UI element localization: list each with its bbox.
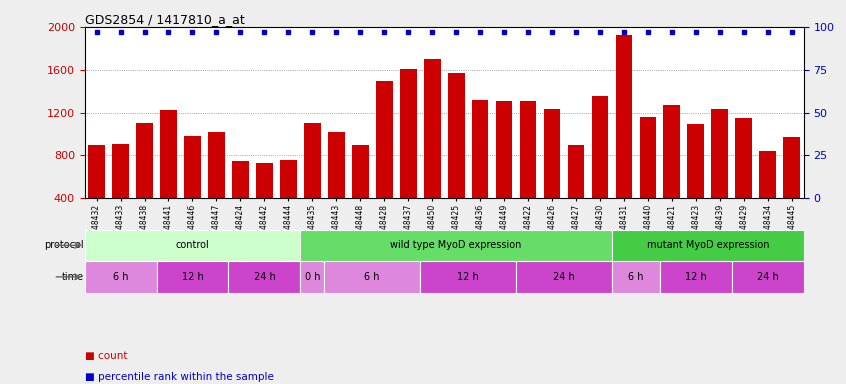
Text: GDS2854 / 1417810_a_at: GDS2854 / 1417810_a_at [85, 13, 244, 26]
Bar [304, 123, 321, 241]
Bar [280, 160, 297, 241]
Text: 12 h: 12 h [685, 272, 706, 282]
Bar [324, 261, 420, 293]
Bar [85, 261, 157, 293]
Bar [660, 261, 732, 293]
Text: protocol: protocol [45, 240, 84, 250]
Bar [616, 35, 632, 241]
Bar [228, 261, 300, 293]
Bar [424, 59, 441, 241]
Bar [516, 261, 612, 293]
Bar [663, 105, 680, 241]
Bar [184, 136, 201, 241]
Bar [88, 145, 105, 241]
Bar [208, 132, 225, 241]
Bar [352, 145, 369, 241]
Bar [472, 100, 488, 241]
Bar [688, 124, 704, 241]
Bar [519, 101, 536, 241]
Bar [232, 161, 249, 241]
Bar [256, 163, 272, 241]
Bar [300, 261, 324, 293]
Text: ■ count: ■ count [85, 351, 127, 361]
Text: 6 h: 6 h [629, 272, 644, 282]
Text: mutant MyoD expression: mutant MyoD expression [646, 240, 769, 250]
Bar [85, 230, 300, 261]
Text: control: control [176, 240, 209, 250]
Bar [735, 118, 752, 241]
Bar [640, 117, 656, 241]
Bar [711, 109, 728, 241]
Text: 12 h: 12 h [182, 272, 203, 282]
Text: 12 h: 12 h [457, 272, 479, 282]
Bar [160, 110, 177, 241]
Text: time: time [62, 272, 84, 282]
Bar [400, 69, 416, 241]
Bar [300, 230, 612, 261]
Bar [420, 261, 516, 293]
Bar [732, 261, 804, 293]
Text: 24 h: 24 h [254, 272, 275, 282]
Bar [376, 81, 393, 241]
Bar [760, 151, 776, 241]
Bar [136, 123, 153, 241]
Bar [783, 137, 800, 241]
Bar [568, 145, 585, 241]
Bar [544, 109, 560, 241]
Bar [612, 261, 660, 293]
Bar [496, 101, 513, 241]
Bar [612, 230, 804, 261]
Bar [448, 73, 464, 241]
Text: 6 h: 6 h [113, 272, 129, 282]
Text: 24 h: 24 h [757, 272, 778, 282]
Bar [591, 96, 608, 241]
Bar [157, 261, 228, 293]
Text: wild type MyoD expression: wild type MyoD expression [391, 240, 522, 250]
Bar [113, 144, 129, 241]
Text: ■ percentile rank within the sample: ■ percentile rank within the sample [85, 372, 273, 382]
Bar [328, 132, 344, 241]
Text: 24 h: 24 h [553, 272, 575, 282]
Text: 6 h: 6 h [365, 272, 380, 282]
Text: 0 h: 0 h [305, 272, 320, 282]
